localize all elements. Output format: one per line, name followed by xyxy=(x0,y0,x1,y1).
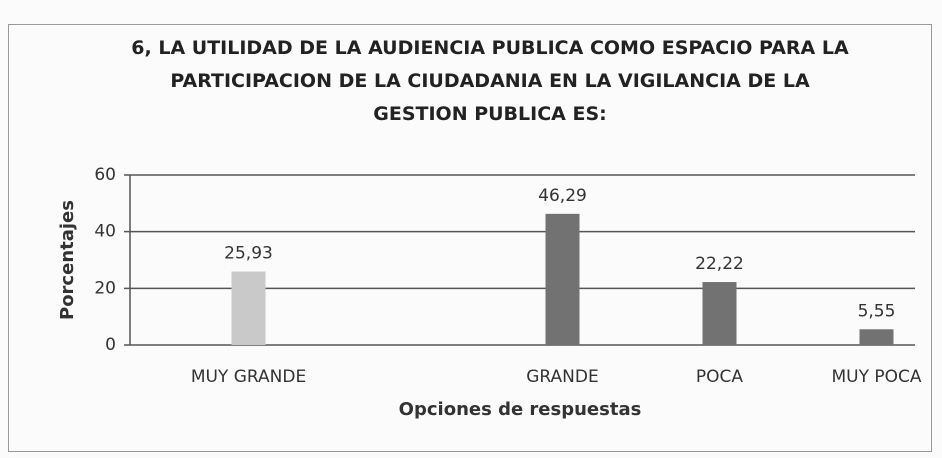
value-label: 25,93 xyxy=(224,244,273,264)
x-axis-title: Opciones de respuestas xyxy=(399,399,642,420)
x-tick-label: POCA xyxy=(696,367,744,387)
bar xyxy=(702,282,737,345)
bar xyxy=(231,271,266,345)
y-tick-label: 60 xyxy=(94,165,116,185)
bar xyxy=(859,329,894,345)
chart-frame xyxy=(8,24,932,452)
value-label: 22,22 xyxy=(695,254,744,274)
chart-title: 6, LA UTILIDAD DE LA AUDIENCIA PUBLICA C… xyxy=(131,37,849,125)
y-tick-label: 0 xyxy=(105,335,116,355)
x-tick-label: MUY GRANDE xyxy=(191,367,306,387)
value-label: 46,29 xyxy=(538,186,587,206)
x-tick-label: MUY POCA xyxy=(831,367,921,387)
y-tick-label: 20 xyxy=(94,278,116,298)
x-tick-label: GRANDE xyxy=(526,367,598,387)
value-label: 5,55 xyxy=(858,301,896,321)
y-tick-label: 40 xyxy=(94,222,116,242)
y-axis-title: Porcentajes xyxy=(57,200,78,320)
bar xyxy=(545,213,580,345)
